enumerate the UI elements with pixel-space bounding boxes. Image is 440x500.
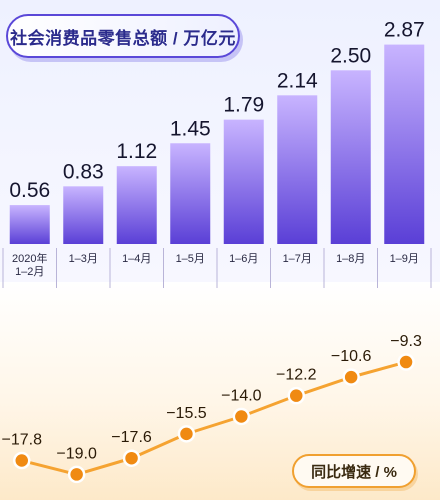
growth-value-label-4: −14.0 bbox=[221, 388, 262, 405]
bar-6 bbox=[330, 70, 371, 244]
bar-1 bbox=[63, 186, 104, 244]
bar-value-label-4: 1.79 bbox=[223, 94, 264, 117]
bar-value-label-0: 0.56 bbox=[9, 179, 50, 202]
x-tick-label-7: 1–9月 bbox=[390, 253, 419, 265]
bar-value-label-2: 1.12 bbox=[116, 140, 157, 163]
bar-chart-title-box: 社会消费品零售总额 / 万亿元 bbox=[6, 14, 240, 58]
growth-value-label-2: −17.6 bbox=[111, 429, 152, 446]
bar-value-label-1: 0.83 bbox=[63, 160, 104, 183]
bar-7 bbox=[384, 44, 425, 244]
bar-2 bbox=[116, 166, 157, 244]
x-tick-label-3: 1–5月 bbox=[176, 253, 205, 265]
bar-3 bbox=[170, 143, 211, 244]
growth-value-label-7: −9.3 bbox=[390, 333, 422, 350]
growth-value-label-6: −10.6 bbox=[331, 348, 372, 365]
bar-5 bbox=[277, 95, 318, 244]
bar-value-label-5: 2.14 bbox=[277, 69, 318, 92]
bar-chart-title: 社会消费品零售总额 / 万亿元 bbox=[10, 28, 236, 48]
x-tick-label-0: 2020年 1–2月 bbox=[12, 251, 47, 278]
bar-0 bbox=[9, 205, 50, 244]
growth-point-0 bbox=[13, 451, 31, 470]
growth-point-1 bbox=[67, 465, 86, 484]
growth-value-label-3: −15.5 bbox=[166, 405, 207, 422]
growth-value-label-0: −17.8 bbox=[2, 432, 43, 449]
line-chart-legend-box: 同比增速 / % bbox=[292, 454, 416, 488]
x-tick-label-4: 1–6月 bbox=[229, 253, 258, 265]
x-tick-label-5: 1–7月 bbox=[283, 253, 312, 265]
bar-4 bbox=[223, 119, 264, 244]
growth-line bbox=[21, 360, 407, 476]
x-tick-label-1: 1–3月 bbox=[69, 253, 98, 265]
growth-point-7 bbox=[397, 353, 415, 371]
growth-value-label-1: −19.0 bbox=[56, 445, 97, 462]
growth-point-4 bbox=[232, 407, 251, 426]
growth-point-3 bbox=[177, 425, 196, 443]
bar-value-label-3: 1.45 bbox=[170, 117, 211, 140]
growth-point-2 bbox=[122, 449, 141, 467]
bar-value-label-7: 2.87 bbox=[384, 19, 425, 42]
growth-point-5 bbox=[287, 386, 305, 405]
bar-value-label-6: 2.50 bbox=[330, 44, 371, 67]
x-tick-label-2: 1–4月 bbox=[122, 253, 151, 265]
line-chart-legend: 同比增速 / % bbox=[311, 463, 397, 481]
growth-value-label-5: −12.2 bbox=[276, 367, 317, 384]
growth-point-6 bbox=[342, 368, 360, 386]
x-tick-label-6: 1–8月 bbox=[336, 253, 365, 265]
